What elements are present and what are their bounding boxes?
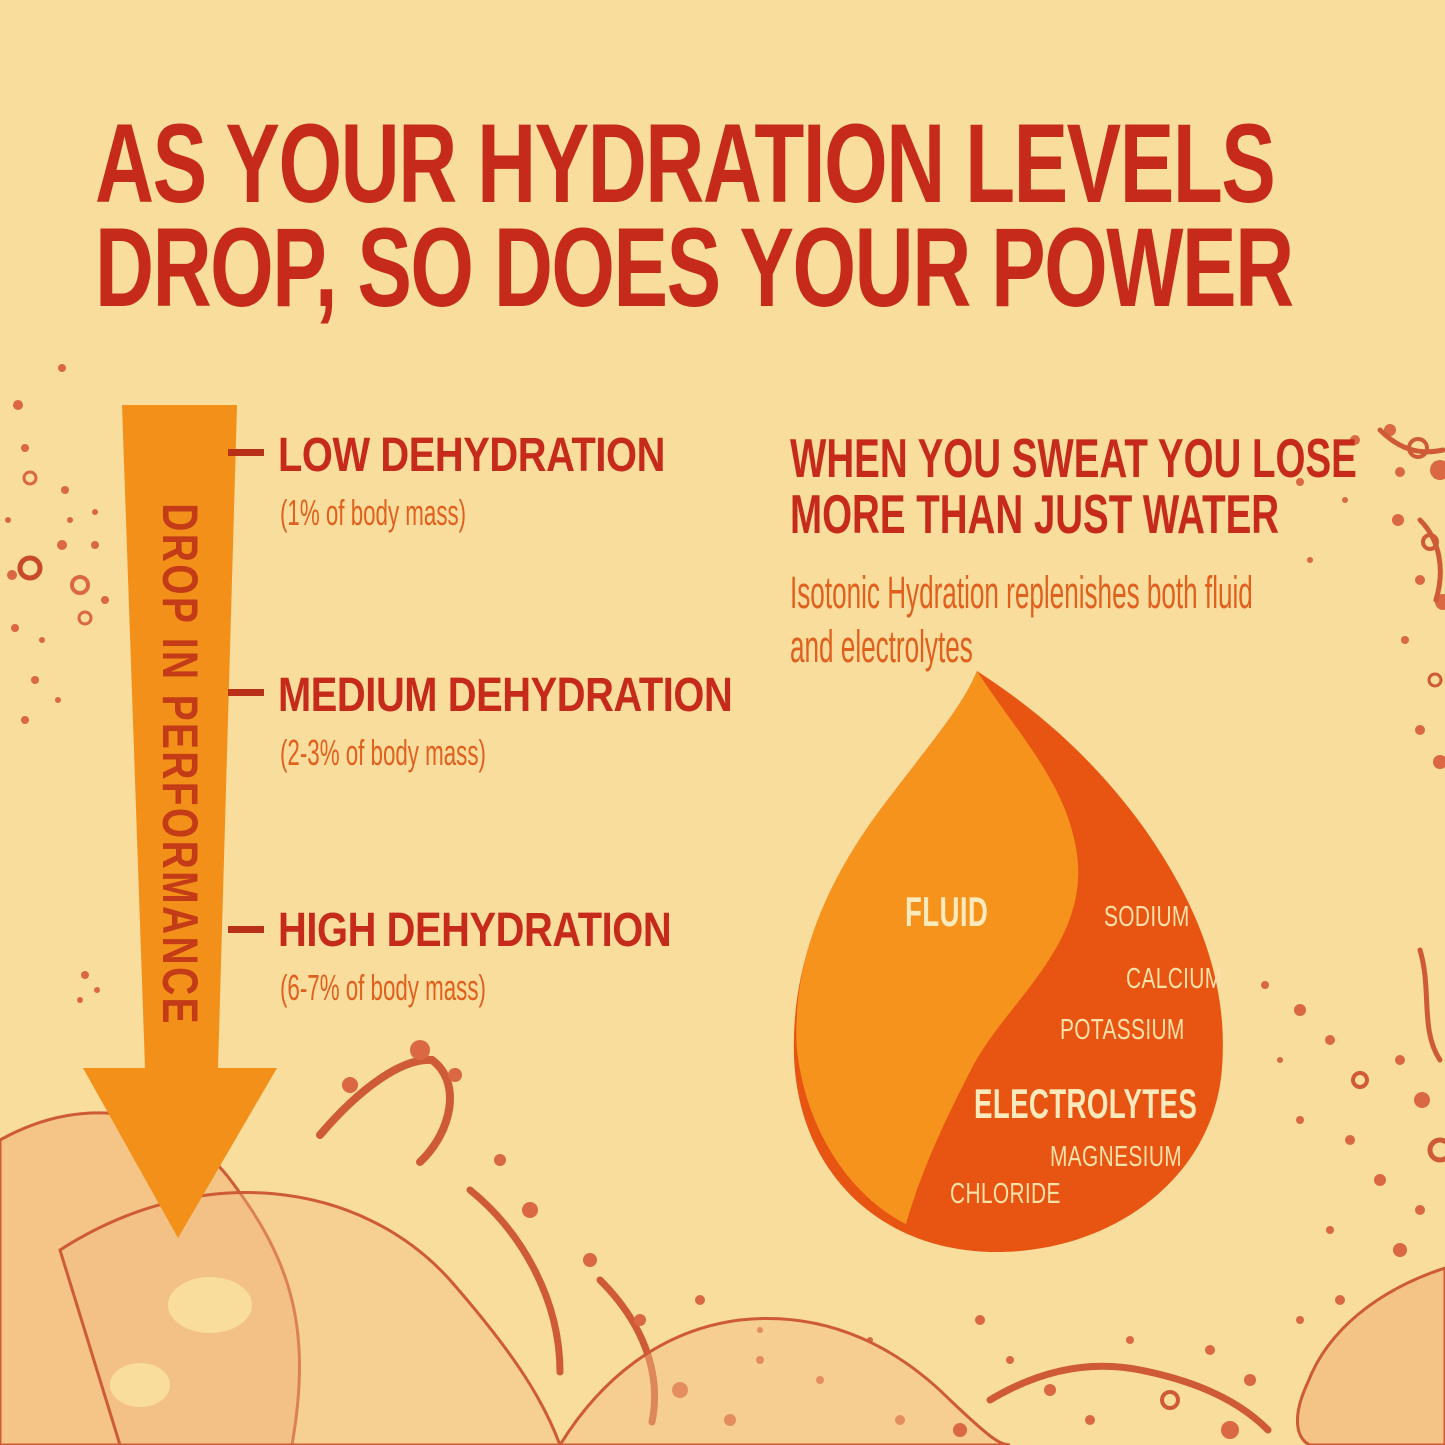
page-title-line2: DROP, SO DOES YOUR POWER [95, 205, 1294, 330]
tick-medium [228, 689, 264, 696]
sweat-heading-line1: WHEN YOU SWEAT YOU LOSE [790, 427, 1357, 489]
sweat-subtext-line1: Isotonic Hydration replenishes both flui… [790, 567, 1253, 618]
level-low-detail: (1% of body mass) [280, 492, 467, 533]
level-low-name: LOW DEHYDRATION [278, 429, 665, 482]
level-medium-detail: (2-3% of body mass) [280, 732, 486, 773]
electrolyte-potassium: POTASSIUM [1060, 1014, 1185, 1046]
splash-left-droplets [5, 364, 109, 1003]
sweat-subtext-line2: and electrolytes [790, 621, 973, 672]
page-title-line1: AS YOUR HYDRATION LEVELS [95, 101, 1276, 226]
level-medium-name: MEDIUM DEHYDRATION [278, 669, 733, 722]
tick-low [228, 449, 264, 456]
sweat-heading: WHEN YOU SWEAT YOU LOSE MORE THAN JUST W… [790, 430, 1357, 542]
level-high-name: HIGH DEHYDRATION [278, 904, 672, 957]
splash-bottom-left [0, 1040, 905, 1445]
sweat-heading-line2: MORE THAN JUST WATER [790, 483, 1280, 545]
splash-right-lower [1261, 947, 1445, 1257]
fluid-label: FLUID [905, 888, 989, 935]
electrolyte-sodium: SODIUM [1104, 901, 1190, 933]
electrolytes-label: ELECTROLYTES [974, 1080, 1198, 1127]
electrolyte-magnesium: MAGNESIUM [1050, 1141, 1183, 1173]
page-title: AS YOUR HYDRATION LEVELS DROP, SO DOES Y… [95, 108, 1294, 324]
splash-right-upper [1296, 424, 1445, 769]
down-arrow-icon [83, 405, 277, 1238]
level-high-detail: (6-7% of body mass) [280, 967, 486, 1008]
sweat-subtext: Isotonic Hydration replenishes both flui… [790, 566, 1253, 674]
electrolyte-chloride: CHLORIDE [950, 1178, 1061, 1210]
drop-fluid-region [796, 671, 1079, 1224]
tick-high [228, 926, 264, 933]
electrolyte-calcium: CALCIUM [1126, 963, 1223, 995]
splash-bottom-right [558, 1266, 1445, 1445]
